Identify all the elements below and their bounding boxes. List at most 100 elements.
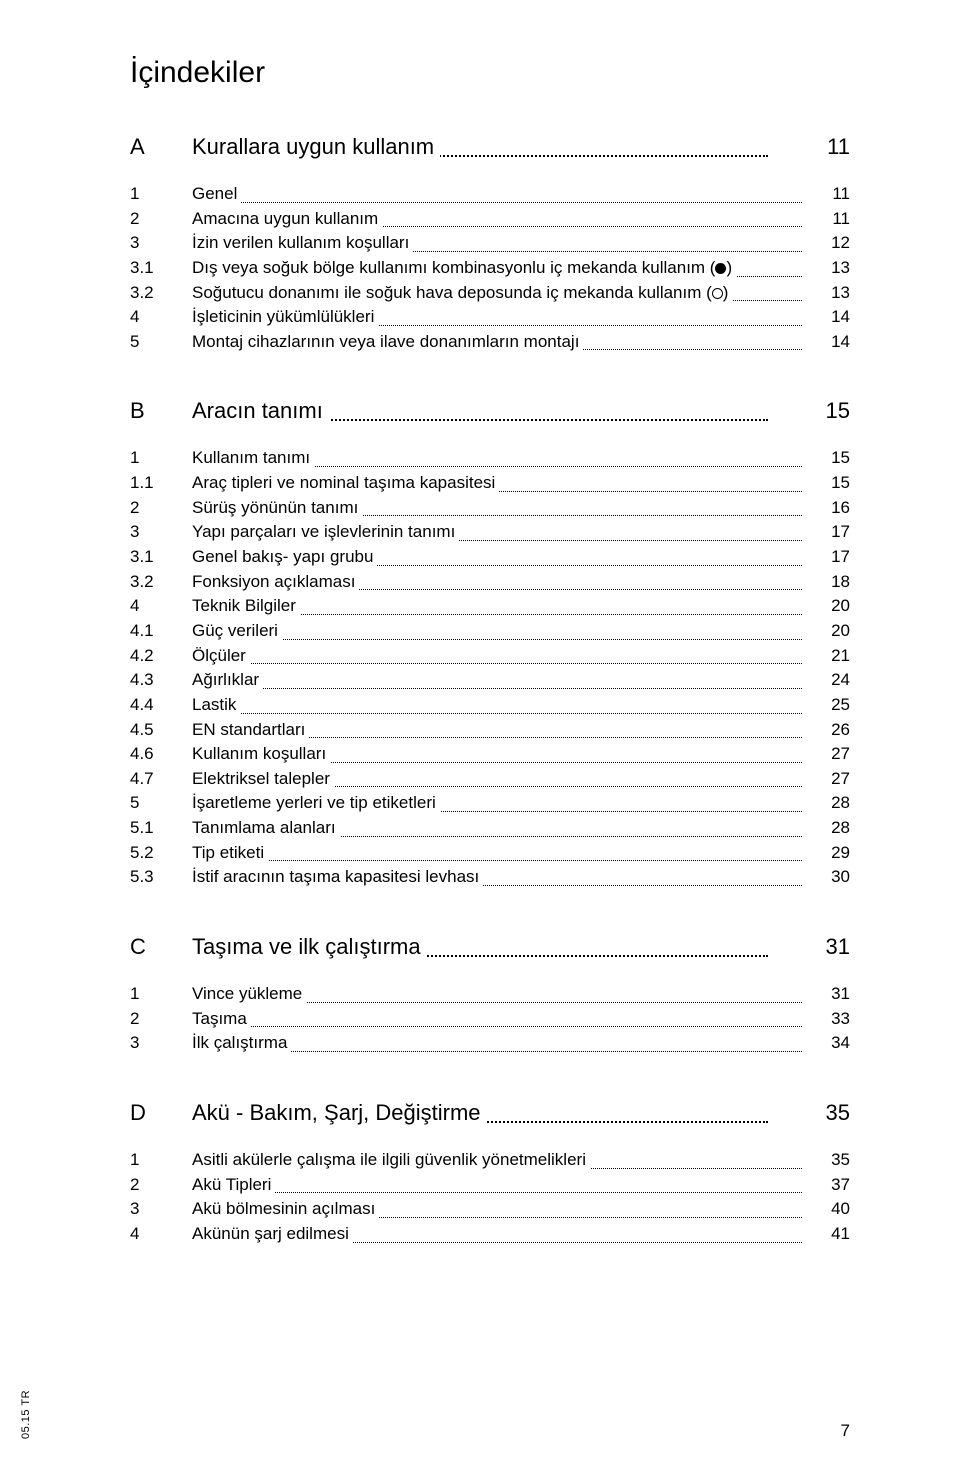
toc-entry-page: 17 <box>802 545 850 570</box>
toc-entry-page: 14 <box>802 305 850 330</box>
toc-entry-page: 18 <box>802 570 850 595</box>
toc-entry-label: Sürüş yönünün tanımı <box>192 496 802 521</box>
toc-entry-label: Yapı parçaları ve işlevlerinin tanımı <box>192 520 802 545</box>
toc-section-letter: B <box>130 398 192 424</box>
toc-entry: 4İşleticinin yükümlülükleri14 <box>130 305 850 330</box>
toc-section: DAkü - Bakım, Şarj, Değiştirme351Asitli … <box>130 1100 850 1247</box>
toc-section-label: Kurallara uygun kullanım <box>192 134 808 160</box>
toc-entry-page: 24 <box>802 668 850 693</box>
toc-entry-label: Araç tipleri ve nominal taşıma kapasites… <box>192 471 802 496</box>
toc-entry-number: 4.7 <box>130 767 192 792</box>
toc-entry-label: Soğutucu donanımı ile soğuk hava deposun… <box>192 281 802 306</box>
toc-entry-number: 3.1 <box>130 256 192 281</box>
toc-entry-label: Tanımlama alanları <box>192 816 802 841</box>
toc-section-letter: D <box>130 1100 192 1126</box>
toc-entry: 5.3İstif aracının taşıma kapasitesi levh… <box>130 865 850 890</box>
open-circle-icon <box>712 288 723 299</box>
toc-entry: 5.2Tip etiketi29 <box>130 841 850 866</box>
toc-entry: 4Teknik Bilgiler20 <box>130 594 850 619</box>
toc-entry-number: 1 <box>130 182 192 207</box>
toc-entry: 3.1Genel bakış- yapı grubu17 <box>130 545 850 570</box>
toc-entry-label: EN standartları <box>192 718 802 743</box>
toc-section-heading: BAracın tanımı15 <box>130 398 850 424</box>
toc-sections: AKurallara uygun kullanım111Genel112Amac… <box>130 134 850 1247</box>
toc-entry: 1Genel11 <box>130 182 850 207</box>
toc-entry-label: Akünün şarj edilmesi <box>192 1222 802 1247</box>
toc-entry-number: 1 <box>130 1148 192 1173</box>
toc-entry: 4Akünün şarj edilmesi41 <box>130 1222 850 1247</box>
toc-entry-label: Akü bölmesinin açılması <box>192 1197 802 1222</box>
toc-entry-label: Asitli akülerle çalışma ile ilgili güven… <box>192 1148 802 1173</box>
toc-section-heading: CTaşıma ve ilk çalıştırma31 <box>130 934 850 960</box>
toc-entry: 1Asitli akülerle çalışma ile ilgili güve… <box>130 1148 850 1173</box>
toc-entry: 5.1Tanımlama alanları28 <box>130 816 850 841</box>
toc-entry-label: Taşıma <box>192 1007 802 1032</box>
toc-entry-label: Kullanım tanımı <box>192 446 802 471</box>
toc-entry-page: 28 <box>802 791 850 816</box>
toc-entry: 3.1Dış veya soğuk bölge kullanımı kombin… <box>130 256 850 281</box>
toc-entry-page: 28 <box>802 816 850 841</box>
toc-entry: 4.3Ağırlıklar24 <box>130 668 850 693</box>
toc-entry-label: Fonksiyon açıklaması <box>192 570 802 595</box>
toc-entry-page: 37 <box>802 1173 850 1198</box>
toc-entry-page: 15 <box>802 471 850 496</box>
side-label: 05.15 TR <box>20 1390 32 1439</box>
toc-entry-label: Montaj cihazlarının veya ilave donanımla… <box>192 330 802 355</box>
toc-entry: 3Yapı parçaları ve işlevlerinin tanımı17 <box>130 520 850 545</box>
toc-entry-label: Elektriksel talepler <box>192 767 802 792</box>
toc-entry-number: 2 <box>130 496 192 521</box>
toc-entry-number: 1 <box>130 446 192 471</box>
toc-entry-page: 11 <box>802 207 850 232</box>
toc-entry-number: 3 <box>130 1031 192 1056</box>
toc-entry-page: 20 <box>802 619 850 644</box>
toc-entry-label: Kullanım koşulları <box>192 742 802 767</box>
toc-entry-label: Güç verileri <box>192 619 802 644</box>
toc-entry-number: 3.2 <box>130 281 192 306</box>
toc-entry: 1Kullanım tanımı15 <box>130 446 850 471</box>
page: İçindekiler AKurallara uygun kullanım111… <box>0 0 960 1481</box>
toc-entry-label: Genel <box>192 182 802 207</box>
toc-section-page: 11 <box>808 134 850 160</box>
toc-entry: 4.2Ölçüler21 <box>130 644 850 669</box>
toc-entry-number: 5 <box>130 791 192 816</box>
toc-entry-page: 33 <box>802 1007 850 1032</box>
toc-entry-number: 1.1 <box>130 471 192 496</box>
toc-entry-number: 5.3 <box>130 865 192 890</box>
toc-section: CTaşıma ve ilk çalıştırma31 1Vince yüklem… <box>130 934 850 1056</box>
toc-entry-label: Akü Tipleri <box>192 1173 802 1198</box>
toc-entry-number: 4 <box>130 594 192 619</box>
toc-entry-page: 17 <box>802 520 850 545</box>
toc-entry: 5Montaj cihazlarının veya ilave donanıml… <box>130 330 850 355</box>
toc-entry-page: 26 <box>802 718 850 743</box>
toc-entry-label: İzin verilen kullanım koşulları <box>192 231 802 256</box>
toc-section: AKurallara uygun kullanım111Genel112Amac… <box>130 134 850 354</box>
toc-entry-page: 13 <box>802 281 850 306</box>
toc-entry-number: 5.2 <box>130 841 192 866</box>
toc-entry-number: 4.2 <box>130 644 192 669</box>
toc-entry-number: 3 <box>130 520 192 545</box>
toc-entry-number: 2 <box>130 1173 192 1198</box>
toc-entry-number: 2 <box>130 1007 192 1032</box>
toc-entry: 3.2Soğutucu donanımı ile soğuk hava depo… <box>130 281 850 306</box>
toc-entry-number: 5 <box>130 330 192 355</box>
toc-entry: 2Taşıma33 <box>130 1007 850 1032</box>
toc-entry-page: 15 <box>802 446 850 471</box>
toc-entry-number: 4.4 <box>130 693 192 718</box>
toc-entry-page: 40 <box>802 1197 850 1222</box>
toc-entry-number: 3.2 <box>130 570 192 595</box>
toc-section: BAracın tanımı151Kullanım tanımı151.1Ara… <box>130 398 850 890</box>
toc-entry: 4.4Lastik25 <box>130 693 850 718</box>
toc-entry: 1Vince yükleme31 <box>130 982 850 1007</box>
toc-section-letter: C <box>130 934 192 960</box>
toc-entry-page: 13 <box>802 256 850 281</box>
toc-entry: 3.2Fonksiyon açıklaması18 <box>130 570 850 595</box>
toc-entry-page: 41 <box>802 1222 850 1247</box>
toc-entry-page: 30 <box>802 865 850 890</box>
toc-entry: 3İlk çalıştırma34 <box>130 1031 850 1056</box>
toc-entry-label: Genel bakış- yapı grubu <box>192 545 802 570</box>
toc-entry-label: Tip etiketi <box>192 841 802 866</box>
filled-circle-icon <box>715 263 726 274</box>
toc-entry-label: İşleticinin yükümlülükleri <box>192 305 802 330</box>
toc-entry-page: 11 <box>802 182 850 207</box>
toc-section-label: Taşıma ve ilk çalıştırma <box>192 934 808 960</box>
